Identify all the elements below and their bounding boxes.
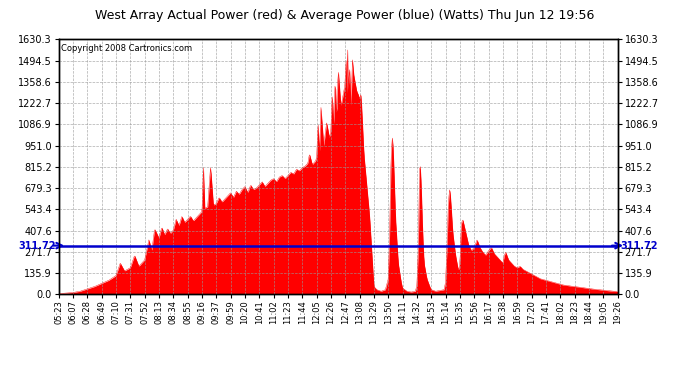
Text: 311.72: 311.72 — [620, 241, 658, 250]
Text: Copyright 2008 Cartronics.com: Copyright 2008 Cartronics.com — [61, 45, 193, 54]
Text: 311.72: 311.72 — [19, 241, 56, 250]
Text: West Array Actual Power (red) & Average Power (blue) (Watts) Thu Jun 12 19:56: West Array Actual Power (red) & Average … — [95, 9, 595, 22]
